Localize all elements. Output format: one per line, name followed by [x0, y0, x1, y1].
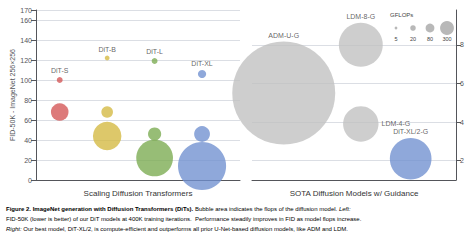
svg-text:LDM-8-G: LDM-8-G — [346, 13, 375, 20]
svg-text:FID-50K (lower is better) of o: FID-50K (lower is better) of our DiT mod… — [6, 216, 362, 222]
svg-text:170: 170 — [20, 7, 32, 14]
svg-text:ImageNet generation with Diffu: ImageNet generation with Diffusion Trans… — [33, 206, 194, 212]
svg-text:8: 8 — [460, 41, 464, 48]
svg-text:ADM-U-G: ADM-U-G — [268, 32, 299, 39]
svg-text:LDM-4-G: LDM-4-G — [382, 120, 411, 127]
svg-text:20: 20 — [410, 36, 416, 42]
svg-text:DiT-S: DiT-S — [51, 67, 69, 74]
svg-text:DiT-XL: DiT-XL — [191, 60, 213, 67]
svg-text:2: 2 — [460, 157, 464, 164]
svg-text:160: 160 — [20, 17, 32, 24]
svg-text:DiT-XL/2-G: DiT-XL/2-G — [393, 128, 428, 135]
svg-text:SOTA Diffusion Models w/ Guida: SOTA Diffusion Models w/ Guidance — [290, 189, 419, 198]
svg-text:120: 120 — [20, 57, 32, 64]
svg-text:140: 140 — [20, 37, 32, 44]
svg-text:40: 40 — [24, 137, 32, 144]
svg-text:80: 80 — [24, 97, 32, 104]
svg-text:4: 4 — [460, 119, 464, 126]
svg-text:Bubble area indicates the flop: Bubble area indicates the flops of the d… — [195, 206, 338, 212]
svg-text:20: 20 — [24, 157, 32, 164]
svg-text:Our best model, DiT-XL/2, is c: Our best model, DiT-XL/2, is compute-eff… — [23, 226, 348, 232]
svg-text:Scaling Diffusion Transformers: Scaling Diffusion Transformers — [84, 189, 193, 198]
svg-text:300: 300 — [442, 36, 451, 42]
svg-text:DiT-L: DiT-L — [146, 48, 163, 55]
svg-text:80: 80 — [427, 36, 433, 42]
svg-text:DiT-B: DiT-B — [98, 46, 116, 53]
svg-text:0: 0 — [28, 177, 32, 184]
svg-text:6: 6 — [460, 80, 464, 87]
svg-text:Left:: Left: — [339, 206, 351, 212]
svg-text:FID-50K - ImageNet 256×256: FID-50K - ImageNet 256×256 — [9, 49, 17, 141]
svg-text:5: 5 — [394, 36, 397, 42]
svg-text:100: 100 — [20, 77, 32, 84]
svg-text:GFLOPs: GFLOPs — [390, 12, 413, 18]
svg-text:Right:: Right: — [6, 226, 22, 232]
svg-text:60: 60 — [24, 117, 32, 124]
svg-text:Figure 2.: Figure 2. — [6, 206, 31, 212]
